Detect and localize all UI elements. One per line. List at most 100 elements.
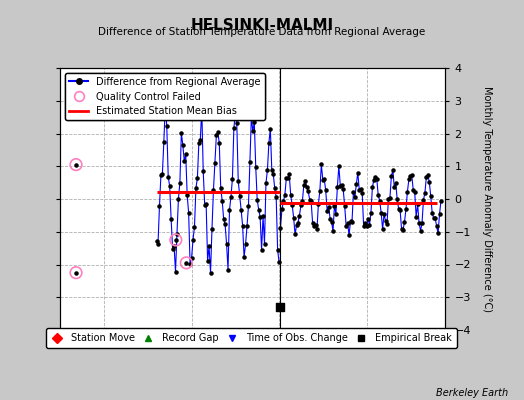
Point	[266, 126, 275, 132]
Point	[374, 192, 383, 198]
Point	[377, 210, 385, 216]
Point	[292, 222, 301, 228]
Point	[170, 242, 178, 249]
Point	[399, 227, 407, 233]
Point	[260, 240, 269, 247]
Point	[427, 193, 435, 200]
Point	[157, 172, 165, 178]
Point	[364, 216, 372, 222]
Point	[189, 236, 197, 243]
Point	[423, 172, 432, 178]
Point	[201, 201, 209, 208]
Point	[300, 182, 308, 188]
Point	[231, 110, 239, 117]
Point	[179, 142, 187, 148]
Point	[430, 215, 438, 221]
Point	[309, 220, 317, 226]
Point	[272, 194, 280, 200]
Point	[333, 184, 342, 190]
Point	[166, 183, 174, 190]
Point	[234, 178, 243, 184]
Point	[425, 179, 433, 185]
Point	[154, 240, 162, 247]
Point	[415, 220, 423, 226]
Point	[215, 140, 223, 146]
Point	[435, 211, 444, 218]
Point	[419, 197, 428, 203]
Point	[367, 210, 375, 216]
Point	[181, 151, 190, 158]
Point	[164, 173, 172, 180]
Point	[361, 220, 369, 226]
Point	[269, 170, 277, 177]
Point	[302, 184, 311, 190]
Text: Difference of Station Temperature Data from Regional Average: Difference of Station Temperature Data f…	[99, 27, 425, 37]
Point	[72, 270, 80, 276]
Point	[403, 188, 412, 195]
Point	[328, 218, 336, 225]
Point	[276, 304, 284, 310]
Point	[412, 214, 420, 220]
Point	[287, 192, 295, 198]
Point	[298, 198, 307, 204]
Point	[358, 190, 366, 196]
Text: Berkeley Earth: Berkeley Earth	[436, 388, 508, 398]
Point	[242, 241, 250, 248]
Point	[343, 220, 352, 227]
Point	[268, 167, 276, 173]
Point	[413, 201, 422, 208]
Point	[193, 175, 202, 181]
Point	[307, 198, 315, 204]
Point	[381, 218, 390, 224]
Point	[342, 223, 351, 229]
Point	[386, 195, 394, 201]
Point	[196, 137, 204, 143]
Point	[431, 214, 439, 221]
Point	[237, 207, 245, 213]
Point	[341, 203, 349, 209]
Point	[282, 175, 290, 182]
Point	[180, 158, 189, 164]
Point	[252, 164, 260, 170]
Point	[324, 203, 333, 210]
Point	[216, 185, 225, 191]
Point	[355, 187, 364, 194]
Point	[176, 180, 184, 186]
Point	[359, 223, 368, 230]
Point	[356, 185, 365, 192]
Point	[246, 159, 254, 165]
Point	[311, 222, 320, 228]
Point	[205, 243, 213, 249]
Point	[270, 185, 279, 192]
Point	[171, 269, 180, 275]
Point	[335, 163, 343, 169]
Point	[317, 161, 325, 167]
Point	[322, 187, 330, 194]
Point	[310, 222, 318, 229]
Point	[253, 197, 261, 203]
Point	[319, 176, 327, 183]
Point	[304, 188, 312, 194]
Point	[158, 171, 167, 177]
Point	[285, 171, 293, 178]
Point	[294, 219, 302, 226]
Point	[326, 215, 334, 222]
Point	[274, 246, 282, 253]
Point	[247, 113, 256, 120]
Point	[410, 189, 419, 195]
Point	[233, 120, 241, 126]
Point	[383, 221, 391, 228]
Point	[227, 194, 235, 200]
Point	[72, 270, 80, 276]
Point	[235, 193, 244, 199]
Point	[218, 198, 226, 204]
Point	[363, 222, 371, 229]
Point	[421, 190, 429, 196]
Point	[349, 189, 357, 196]
Point	[391, 180, 400, 186]
Point	[183, 192, 191, 198]
Point	[400, 219, 409, 225]
Point	[315, 188, 324, 194]
Point	[352, 181, 361, 188]
Point	[434, 230, 442, 237]
